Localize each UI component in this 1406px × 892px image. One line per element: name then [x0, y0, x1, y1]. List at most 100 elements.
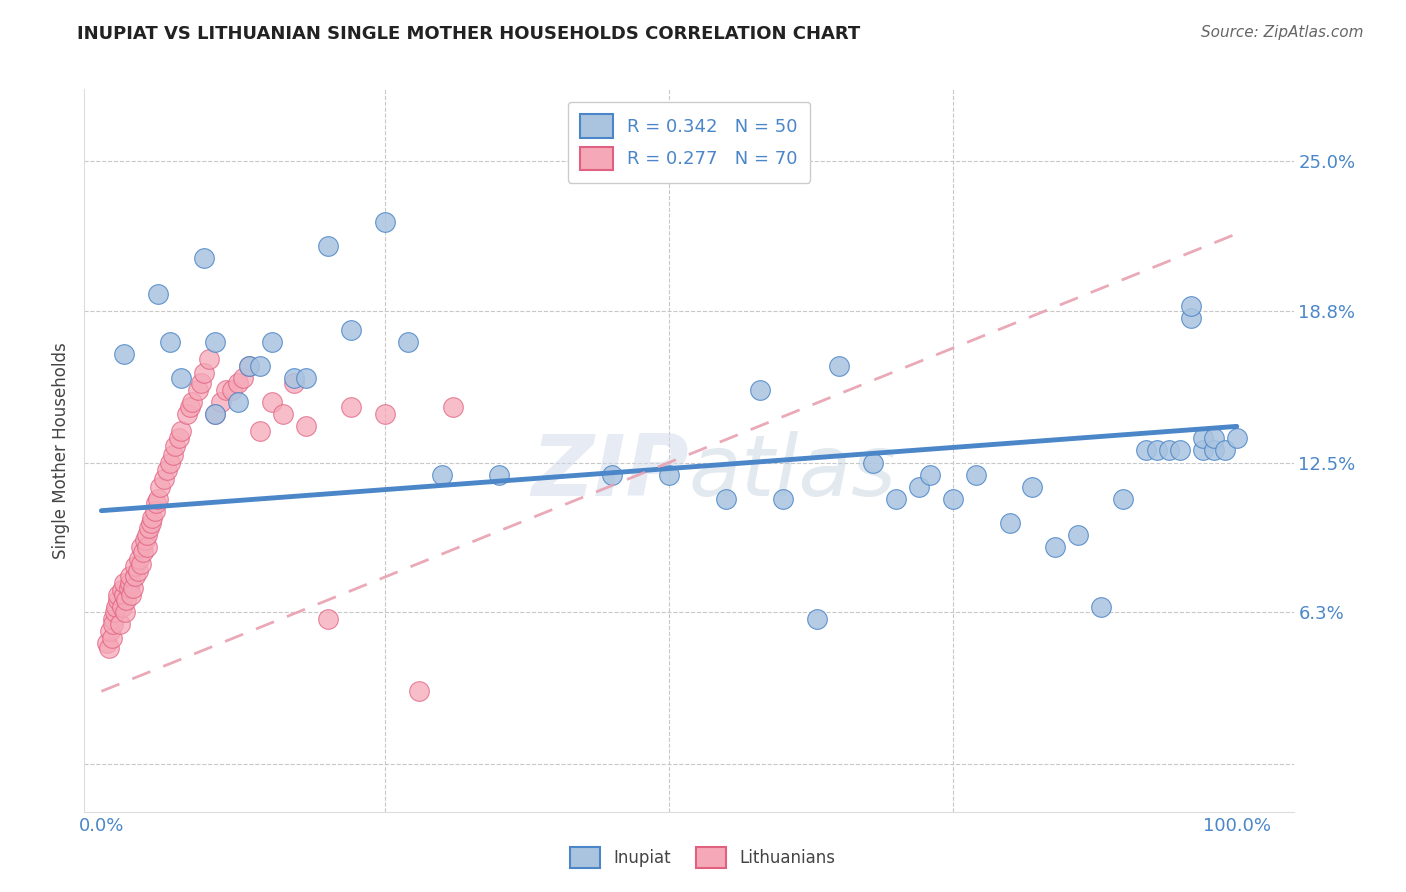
Point: [127, 564, 149, 578]
Point: [129, 557, 152, 571]
Point: [283, 376, 305, 390]
Point: [112, 588, 135, 602]
Point: [1191, 432, 1213, 446]
Point: [145, 496, 167, 510]
Point: [141, 511, 163, 525]
Point: [1157, 443, 1180, 458]
Point: [193, 251, 215, 265]
Point: [193, 367, 215, 381]
Point: [101, 616, 124, 631]
Point: [146, 287, 169, 301]
Point: [920, 467, 942, 482]
Point: [942, 491, 965, 506]
Point: [1226, 432, 1249, 446]
Text: INUPIAT VS LITHUANIAN SINGLE MOTHER HOUSEHOLDS CORRELATION CHART: INUPIAT VS LITHUANIAN SINGLE MOTHER HOUS…: [77, 25, 860, 43]
Point: [1043, 540, 1066, 554]
Point: [181, 395, 204, 409]
Point: [1202, 443, 1225, 458]
Point: [658, 467, 681, 482]
Point: [128, 551, 150, 566]
Point: [138, 520, 160, 534]
Point: [204, 407, 226, 422]
Point: [107, 592, 129, 607]
Point: [226, 395, 249, 409]
Point: [149, 480, 172, 494]
Point: [294, 419, 316, 434]
Point: [100, 624, 122, 639]
Point: [179, 400, 201, 414]
Point: [198, 351, 221, 366]
Point: [1215, 443, 1237, 458]
Point: [118, 568, 141, 582]
Point: [114, 605, 136, 619]
Point: [998, 516, 1021, 530]
Point: [226, 376, 249, 390]
Point: [260, 335, 283, 350]
Point: [1135, 443, 1157, 458]
Point: [714, 491, 737, 506]
Point: [98, 640, 121, 655]
Point: [153, 472, 176, 486]
Point: [1180, 311, 1202, 326]
Point: [176, 407, 198, 422]
Point: [112, 347, 135, 361]
Point: [1202, 432, 1225, 446]
Point: [143, 503, 166, 517]
Point: [129, 540, 152, 554]
Point: [159, 455, 181, 469]
Point: [170, 371, 193, 385]
Point: [318, 238, 340, 253]
Point: [159, 335, 181, 350]
Point: [135, 540, 157, 554]
Point: [1067, 528, 1090, 542]
Point: [204, 407, 226, 422]
Point: [96, 636, 118, 650]
Point: [167, 432, 190, 446]
Point: [340, 400, 363, 414]
Point: [408, 684, 430, 698]
Point: [221, 384, 243, 398]
Point: [600, 467, 623, 482]
Point: [806, 612, 828, 626]
Point: [1146, 443, 1168, 458]
Point: [318, 612, 340, 626]
Point: [374, 407, 396, 422]
Point: [115, 592, 138, 607]
Point: [132, 544, 155, 558]
Point: [908, 480, 931, 494]
Point: [120, 588, 142, 602]
Point: [146, 491, 169, 506]
Point: [271, 407, 294, 422]
Point: [340, 323, 363, 337]
Point: [111, 599, 134, 614]
Point: [112, 576, 135, 591]
Point: [1021, 480, 1043, 494]
Point: [748, 384, 770, 398]
Text: Source: ZipAtlas.com: Source: ZipAtlas.com: [1201, 25, 1364, 40]
Point: [238, 359, 260, 373]
Point: [124, 559, 146, 574]
Point: [187, 384, 209, 398]
Point: [430, 467, 453, 482]
Point: [441, 400, 464, 414]
Point: [862, 455, 884, 469]
Point: [772, 491, 794, 506]
Point: [101, 612, 124, 626]
Point: [118, 576, 141, 591]
Point: [215, 384, 238, 398]
Y-axis label: Single Mother Households: Single Mother Households: [52, 343, 70, 558]
Point: [965, 467, 987, 482]
Point: [105, 599, 128, 614]
Point: [249, 424, 271, 438]
Point: [107, 588, 129, 602]
Point: [283, 371, 305, 385]
Point: [162, 448, 184, 462]
Point: [238, 359, 260, 373]
Point: [1090, 599, 1112, 614]
Point: [294, 371, 316, 385]
Legend: Inupiat, Lithuanians: Inupiat, Lithuanians: [564, 840, 842, 875]
Point: [396, 335, 419, 350]
Point: [1180, 299, 1202, 313]
Point: [170, 424, 193, 438]
Point: [488, 467, 510, 482]
